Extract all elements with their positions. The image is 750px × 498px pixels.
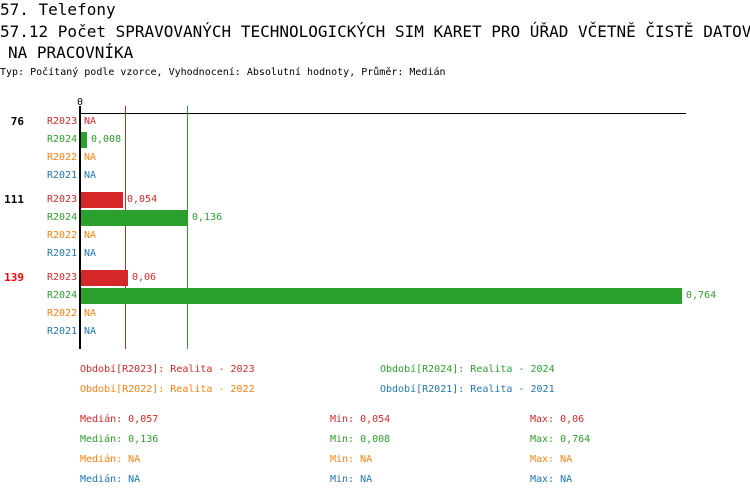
median-line-R2024 (187, 106, 188, 349)
value-label-R2021: NA (84, 170, 97, 181)
stat-max-R2021: Max: NA (530, 474, 573, 485)
stat-max-R2023: Max: 0,06 (530, 414, 585, 425)
x-axis-line (80, 113, 686, 114)
bar-R2023 (81, 192, 123, 208)
bar-R2024 (81, 132, 87, 148)
stat-min-R2024: Min: 0,008 (330, 434, 391, 445)
series-label-R2021: R2021 (47, 326, 78, 337)
stat-max-R2022: Max: NA (530, 454, 573, 465)
bar-R2024 (81, 210, 188, 226)
series-label-R2022: R2022 (47, 230, 78, 241)
value-label-R2022: NA (84, 152, 97, 163)
series-label-R2022: R2022 (47, 152, 78, 163)
stat-max-R2024: Max: 0,764 (530, 434, 591, 445)
series-label-R2023: R2023 (47, 272, 78, 283)
series-label-R2024: R2024 (47, 134, 78, 145)
group-label: 111 (4, 193, 24, 206)
value-label-R2024: 0,136 (192, 212, 223, 223)
group-label: 76 (10, 115, 24, 128)
value-label-R2023: 0,054 (127, 194, 158, 205)
group-label: 139 (4, 271, 24, 284)
stat-median-R2021: Medián: NA (80, 474, 141, 485)
value-label-R2023: 0,06 (132, 272, 157, 283)
value-label-R2024: 0,008 (91, 134, 122, 145)
median-line-R2023 (125, 106, 126, 349)
series-label-R2024: R2024 (47, 290, 78, 301)
stat-median-R2024: Medián: 0,136 (80, 434, 159, 445)
value-label-R2023: NA (84, 116, 97, 127)
legend-item-R2021: Období[R2021]: Realita - 2021 (380, 384, 555, 395)
stat-min-R2021: Min: NA (330, 474, 373, 485)
chart-title-line1: 57.12 Počet SPRAVOVANÝCH TECHNOLOGICKÝCH… (0, 22, 750, 41)
stat-min-R2023: Min: 0,054 (330, 414, 391, 425)
section-title: 57. Telefony (0, 0, 116, 19)
stat-median-R2023: Medián: 0,057 (80, 414, 159, 425)
legend-item-R2022: Období[R2022]: Realita - 2022 (80, 384, 255, 395)
value-label-R2022: NA (84, 230, 97, 241)
chart-title-line2: NA PRACOVNÍKA (8, 43, 134, 62)
stat-median-R2022: Medián: NA (80, 454, 141, 465)
series-label-R2024: R2024 (47, 212, 78, 223)
chart-subtitle: Typ: Počítaný podle vzorce, Vyhodnocení:… (0, 67, 446, 78)
series-label-R2023: R2023 (47, 194, 78, 205)
axis-zero-label: 0 (77, 97, 84, 108)
y-axis-line (79, 106, 81, 349)
series-label-R2022: R2022 (47, 308, 78, 319)
series-label-R2021: R2021 (47, 170, 78, 181)
value-label-R2024: 0,764 (686, 290, 717, 301)
series-label-R2021: R2021 (47, 248, 78, 259)
series-label-R2023: R2023 (47, 116, 78, 127)
stat-min-R2022: Min: NA (330, 454, 373, 465)
value-label-R2022: NA (84, 308, 97, 319)
value-label-R2021: NA (84, 248, 97, 259)
legend-item-R2024: Období[R2024]: Realita - 2024 (380, 364, 555, 375)
bar-R2024 (81, 288, 682, 304)
legend-item-R2023: Období[R2023]: Realita - 2023 (80, 364, 255, 375)
value-label-R2021: NA (84, 326, 97, 337)
bar-R2023 (81, 270, 128, 286)
